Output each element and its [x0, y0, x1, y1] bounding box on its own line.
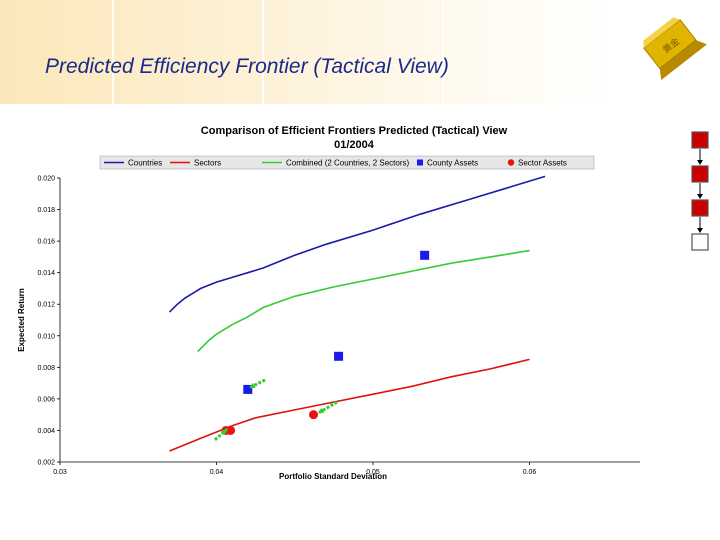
series-line: [169, 358, 530, 452]
annotation-arrow: [213, 427, 229, 442]
legend-item: Sector Assets: [507, 159, 567, 168]
legend-item: Countries: [104, 159, 162, 168]
legend-circle-swatch: [507, 159, 515, 166]
legend-square-swatch: [417, 159, 423, 166]
x-axis-title: Portfolio Standard Deviation: [279, 472, 387, 481]
y-tick-label: 0.012: [37, 302, 55, 309]
legend-label: Sector Assets: [518, 159, 567, 168]
y-axis: 0.002 0.004 0.006 0.008 0.010 0.012 0.014 0.016…: [37, 176, 61, 467]
legend-label: Combined (2 Countries, 2 Sectors): [286, 159, 410, 168]
arrow-head: [318, 407, 325, 414]
arrow-head: [221, 428, 228, 435]
data-point-square: [420, 250, 430, 260]
slide-title: Predicted Efficiency Frontier (Tactical …: [45, 55, 449, 78]
progress-nav: [691, 131, 709, 251]
legend-item: County Assets: [417, 159, 478, 168]
step-square-icon: [691, 131, 709, 149]
y-tick-label: 0.020: [37, 176, 55, 183]
y-tick-label: 0.004: [37, 428, 55, 435]
y-tick-label: 0.002: [37, 460, 55, 467]
y-tick-label: 0.014: [37, 270, 55, 277]
step-arrow-icon: [697, 160, 703, 165]
efficient-frontier-chart: Comparison of Efficient Frontiers Predic…: [17, 125, 640, 481]
arrow-head: [249, 382, 256, 388]
y-tick-label: 0.006: [37, 396, 55, 403]
header-divider: [262, 0, 264, 104]
annotation-arrow: [317, 400, 338, 415]
y-tick-label: 0.018: [37, 207, 55, 214]
header-band: [0, 0, 720, 104]
data-point-circle: [309, 410, 319, 420]
data-point-square: [334, 351, 344, 361]
data-point-square: [243, 384, 253, 394]
x-tick-label: 0.03: [53, 469, 67, 476]
y-axis-title: Expected Return: [17, 288, 26, 352]
chart-title: Comparison of Efficient Frontiers Predic…: [201, 125, 508, 137]
step-arrow-icon: [697, 228, 703, 233]
legend-label: Countries: [128, 159, 162, 168]
legend-label: County Assets: [427, 159, 478, 168]
x-axis: 0.030.040.050.060.07: [53, 461, 640, 476]
x-tick-label: 0.04: [210, 469, 224, 476]
legend-box: [99, 155, 595, 170]
series-line: [197, 249, 530, 353]
y-tick-label: 0.016: [37, 239, 55, 246]
legend-item: Combined (2 Countries, 2 Sectors): [262, 159, 410, 168]
series-line: [168, 175, 546, 313]
gold-bar-icon: 黄金: [643, 17, 707, 81]
data-point-circle: [226, 425, 236, 435]
x-tick-label: 0.05: [366, 469, 380, 476]
legend-item: Sectors: [170, 159, 221, 168]
y-tick-label: 0.010: [37, 333, 55, 340]
header-divider: [442, 0, 444, 104]
step-square-icon: [691, 233, 709, 251]
chart-legend: Countries Sectors Combined (2 Countries, 2…: [99, 155, 595, 170]
x-tick-label: 0.06: [523, 469, 537, 476]
step-arrow-icon: [697, 194, 703, 199]
step-square-icon: [691, 165, 709, 183]
annotation-arrow: [248, 378, 266, 390]
legend-label: Sectors: [194, 159, 221, 168]
plot-area: [168, 175, 546, 452]
chart-subtitle: 01/2004: [334, 139, 375, 151]
step-square-icon: [691, 199, 709, 217]
header-divider: [112, 0, 114, 104]
y-tick-label: 0.008: [37, 365, 55, 372]
